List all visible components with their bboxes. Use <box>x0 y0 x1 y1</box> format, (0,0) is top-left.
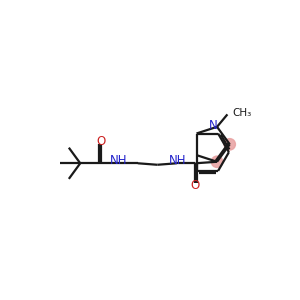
Text: NH: NH <box>110 154 128 167</box>
Text: N: N <box>209 119 218 132</box>
Text: O: O <box>191 179 200 192</box>
Text: O: O <box>96 135 105 148</box>
Circle shape <box>224 139 236 150</box>
Circle shape <box>211 156 223 167</box>
Text: CH₃: CH₃ <box>232 108 251 118</box>
Text: NH: NH <box>169 154 186 167</box>
